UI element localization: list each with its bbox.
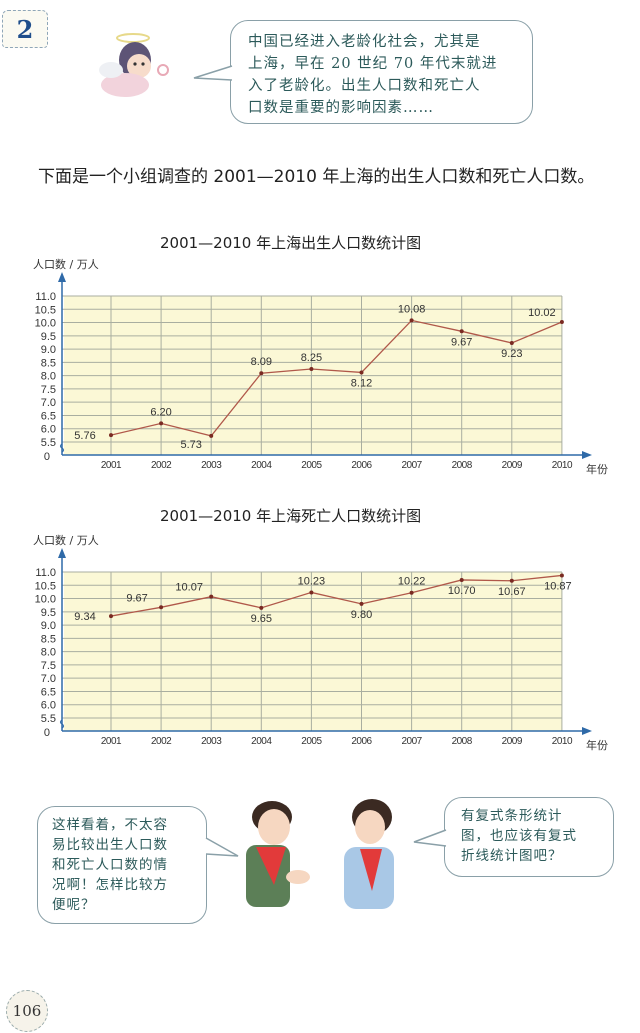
svg-text:2004: 2004 — [251, 736, 272, 747]
right-bubble-tail — [413, 829, 447, 847]
bubble-tail — [193, 65, 233, 81]
svg-text:2001: 2001 — [101, 736, 122, 747]
svg-text:2007: 2007 — [401, 736, 422, 747]
svg-text:2002: 2002 — [151, 736, 172, 747]
svg-text:9.0: 9.0 — [41, 620, 56, 632]
top-speech-bubble: 中国已经进入老龄化社会，尤其是 上海，早在 20 世纪 70 年代末就进 入了老… — [230, 20, 533, 124]
bubble-line: 上海，早在 20 世纪 70 年代末就进 — [248, 56, 498, 72]
svg-text:8.0: 8.0 — [41, 647, 56, 659]
svg-text:11.0: 11.0 — [35, 567, 56, 579]
svg-text:6.5: 6.5 — [41, 410, 56, 422]
svg-text:2009: 2009 — [502, 460, 523, 471]
svg-text:9.67: 9.67 — [451, 336, 472, 348]
svg-text:2003: 2003 — [201, 736, 222, 747]
svg-text:2002: 2002 — [151, 460, 172, 471]
bubble-line: 和死亡人口数的情 — [52, 857, 168, 873]
svg-text:0: 0 — [44, 727, 50, 739]
svg-text:9.67: 9.67 — [126, 592, 147, 604]
svg-text:9.5: 9.5 — [41, 331, 56, 343]
svg-text:2008: 2008 — [452, 460, 473, 471]
svg-text:10.0: 10.0 — [35, 318, 56, 330]
svg-text:10.0: 10.0 — [35, 594, 56, 606]
svg-text:8.25: 8.25 — [301, 352, 322, 364]
svg-text:7.0: 7.0 — [41, 397, 56, 409]
svg-text:2009: 2009 — [502, 736, 523, 747]
svg-text:10.87: 10.87 — [544, 580, 572, 592]
svg-text:2006: 2006 — [351, 736, 372, 747]
svg-text:2006: 2006 — [351, 460, 372, 471]
page-number-badge: 106 — [6, 990, 48, 1032]
deaths-line-chart: 0 5.56.0 6.57.07.58.0 8.59.09.510.0 10.511.0… — [35, 548, 608, 752]
left-bubble-tail — [205, 837, 239, 857]
bubble-line: 折线统计图吧？ — [461, 848, 563, 864]
svg-text:8.12: 8.12 — [351, 377, 372, 389]
right-speech-bubble: 有复式条形统计 图，也应该有复式 折线统计图吧？ — [444, 797, 614, 877]
svg-text:10.08: 10.08 — [398, 303, 426, 315]
y-axis-label-births: 人口数 / 万人 — [33, 258, 99, 271]
svg-text:5.5: 5.5 — [41, 437, 56, 449]
svg-text:5.5: 5.5 — [41, 713, 56, 725]
svg-text:2001: 2001 — [101, 460, 122, 471]
svg-text:2005: 2005 — [301, 736, 322, 747]
svg-text:10.67: 10.67 — [498, 586, 526, 598]
svg-text:7.5: 7.5 — [41, 660, 56, 672]
svg-text:10.07: 10.07 — [175, 582, 203, 594]
bubble-line: 易比较出生人口数 — [52, 837, 168, 853]
svg-text:10.22: 10.22 — [398, 576, 426, 588]
angel-illustration — [95, 30, 185, 110]
svg-text:10.5: 10.5 — [35, 580, 56, 592]
bubble-line: 这样看着，不太容 — [52, 817, 168, 833]
svg-text:2004: 2004 — [251, 460, 272, 471]
svg-text:8.5: 8.5 — [41, 633, 56, 645]
chart-title-deaths: 2001—2010 年上海死亡人口数统计图 — [160, 507, 422, 525]
bubble-line: 入了老龄化。出生人口数和死亡人 — [248, 78, 481, 94]
page-number: 106 — [12, 1002, 42, 1020]
svg-text:10.70: 10.70 — [448, 585, 476, 597]
bubble-line: 况啊！怎样比较方 — [52, 877, 168, 893]
svg-text:6.0: 6.0 — [41, 424, 56, 436]
svg-text:9.65: 9.65 — [251, 613, 272, 625]
children-illustration — [232, 795, 412, 925]
svg-text:8.09: 8.09 — [251, 356, 272, 368]
bubble-line: 有复式条形统计 — [461, 808, 563, 824]
section-number-badge: 2 — [2, 10, 48, 48]
svg-text:6.0: 6.0 — [41, 700, 56, 712]
bubble-line: 图，也应该有复式 — [461, 828, 577, 844]
svg-text:9.5: 9.5 — [41, 607, 56, 619]
svg-text:10.02: 10.02 — [528, 307, 556, 319]
section-number: 2 — [16, 14, 34, 44]
bubble-line: 便呢？ — [52, 897, 96, 913]
bubble-line: 口数是重要的影响因素…… — [248, 100, 434, 116]
y-axis-label-deaths: 人口数 / 万人 — [33, 534, 99, 547]
svg-text:5.76: 5.76 — [74, 430, 95, 442]
left-speech-bubble: 这样看着，不太容 易比较出生人口数 和死亡人口数的情 况啊！怎样比较方 便呢？ — [37, 806, 207, 924]
svg-text:6.5: 6.5 — [41, 686, 56, 698]
svg-text:11.0: 11.0 — [35, 291, 56, 303]
svg-text:10.5: 10.5 — [35, 304, 56, 316]
svg-text:9.80: 9.80 — [351, 609, 372, 621]
svg-text:2005: 2005 — [301, 460, 322, 471]
svg-text:5.73: 5.73 — [180, 439, 201, 451]
svg-text:7.0: 7.0 — [41, 673, 56, 685]
svg-text:年份: 年份 — [586, 738, 608, 752]
svg-text:年份: 年份 — [586, 462, 608, 476]
svg-text:9.34: 9.34 — [74, 611, 95, 623]
intro-text: 下面是一个小组调查的 2001—2010 年上海的出生人口数和死亡人口数。 — [38, 167, 595, 187]
svg-text:2003: 2003 — [201, 460, 222, 471]
svg-text:9.23: 9.23 — [501, 348, 522, 360]
svg-text:9.0: 9.0 — [41, 344, 56, 356]
svg-text:6.20: 6.20 — [150, 406, 171, 418]
svg-text:2010: 2010 — [552, 460, 573, 471]
chart-title-births: 2001—2010 年上海出生人口数统计图 — [160, 234, 422, 252]
svg-text:8.5: 8.5 — [41, 357, 56, 369]
svg-text:0: 0 — [44, 451, 50, 463]
svg-text:8.0: 8.0 — [41, 371, 56, 383]
bubble-line: 中国已经进入老龄化社会，尤其是 — [248, 34, 481, 50]
births-line-chart: 0 5.56.0 6.57.07.58.0 8.59.09.510.0 10.511.0… — [35, 272, 608, 476]
svg-text:10.23: 10.23 — [298, 575, 326, 587]
svg-text:2008: 2008 — [452, 736, 473, 747]
svg-text:2010: 2010 — [552, 736, 573, 747]
svg-text:2007: 2007 — [401, 460, 422, 471]
svg-text:7.5: 7.5 — [41, 384, 56, 396]
